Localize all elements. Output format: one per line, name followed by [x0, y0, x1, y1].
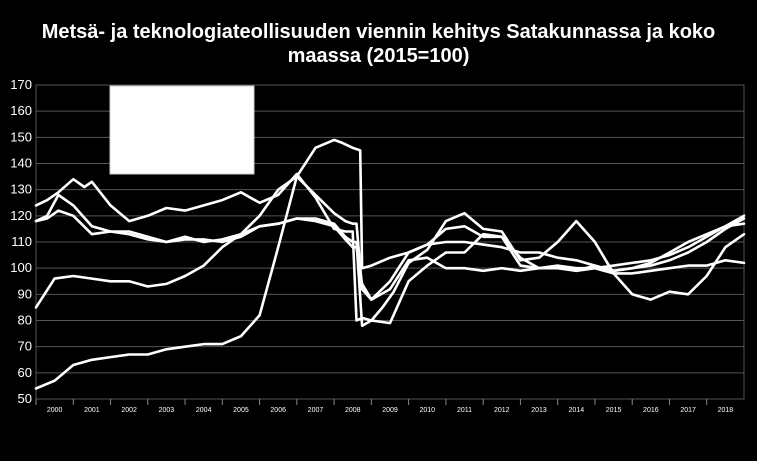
series-line-1: [34, 138, 746, 390]
x-tick-label: 2011: [457, 407, 472, 414]
x-tick-label: 2010: [419, 407, 435, 414]
series-line-3: [34, 172, 746, 322]
x-tick-label: 2017: [680, 407, 696, 414]
y-tick-label: 140: [10, 156, 32, 171]
x-tick-label: 2007: [308, 407, 324, 414]
x-tick-label: 2001: [84, 407, 100, 414]
x-tick-label: 2006: [270, 407, 286, 414]
y-tick-label: 110: [11, 234, 32, 249]
x-tick-label: 2014: [569, 407, 585, 414]
x-tick-label: 2016: [643, 407, 659, 414]
y-tick-label: 80: [18, 313, 32, 328]
x-tick-label: 2018: [718, 407, 734, 414]
y-tick-label: 60: [18, 365, 32, 380]
y-tick-label: 130: [10, 182, 32, 197]
x-tick-label: 2008: [345, 407, 361, 414]
x-tick-label: 2009: [382, 407, 398, 414]
x-tick-label: 2013: [531, 407, 547, 414]
chart-title-line1: Metsä- ja teknologiateollisuuden viennin…: [41, 21, 716, 43]
y-tick-label: 170: [10, 77, 32, 92]
x-tick-label: 2002: [121, 407, 137, 414]
y-tick-label: 150: [10, 129, 32, 144]
x-tick-label: 2015: [606, 407, 622, 414]
x-tick-label: 2004: [196, 407, 212, 414]
legend-box: [109, 85, 255, 175]
y-tick-label: 90: [18, 286, 32, 301]
x-tick-label: 2012: [494, 407, 510, 414]
y-tick-label: 120: [10, 208, 32, 223]
chart-title: Metsä- ja teknologiateollisuuden viennin…: [0, 20, 757, 68]
series-line-4: [34, 193, 746, 327]
series-line-2: [34, 175, 746, 309]
y-tick-label: 160: [10, 103, 32, 118]
series-line-5: [34, 209, 746, 301]
y-tick-label: 100: [10, 260, 32, 275]
x-tick-label: 2003: [159, 407, 175, 414]
x-tick-label: 2000: [47, 407, 63, 414]
y-tick-label: 70: [18, 339, 32, 354]
x-tick-label: 2005: [233, 407, 249, 414]
y-tick-label: 50: [18, 391, 32, 406]
chart-title-line2: maassa (2015=100): [287, 45, 470, 67]
